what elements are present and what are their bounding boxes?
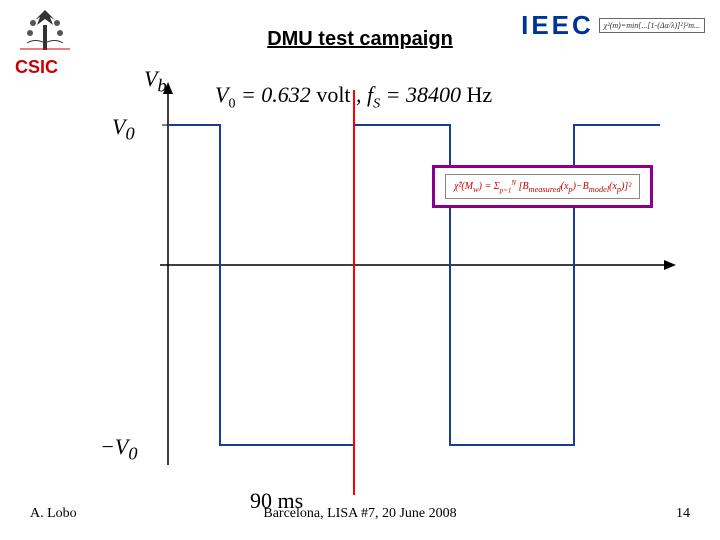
page-title: DMU test campaign xyxy=(267,28,453,51)
top-right-formula: χ²(m)=min{...[1-(Δα/λ)]²}²m... xyxy=(599,18,705,33)
csic-logo: CSIC xyxy=(15,5,95,78)
waveform-plot: Vb V0 −V0 90 ms xyxy=(100,70,680,500)
chi-squared-box: χ̂²(Mw) = Σp=1N [Bmeasured(xp)−Bmodel(xp… xyxy=(432,165,653,208)
footer-author: A. Lobo xyxy=(30,506,77,522)
ieec-logo: I E E C χ²(m)=min{...[1-(Δα/λ)]²}²m... xyxy=(521,10,705,41)
waveform-svg xyxy=(100,70,680,500)
ieec-letters: I E E C xyxy=(521,10,591,41)
csic-label: CSIC xyxy=(15,57,95,78)
y-bottom-label: −V0 xyxy=(100,434,137,464)
footer-venue: Barcelona, LISA #7, 20 June 2008 xyxy=(263,506,456,522)
csic-emblem-icon xyxy=(15,5,75,50)
y-top-label: V0 xyxy=(112,114,135,144)
footer-page-number: 14 xyxy=(676,506,690,522)
chi-squared-formula: χ̂²(Mw) = Σp=1N [Bmeasured(xp)−Bmodel(xp… xyxy=(445,174,640,199)
y-axis-var: Vb xyxy=(144,66,167,96)
